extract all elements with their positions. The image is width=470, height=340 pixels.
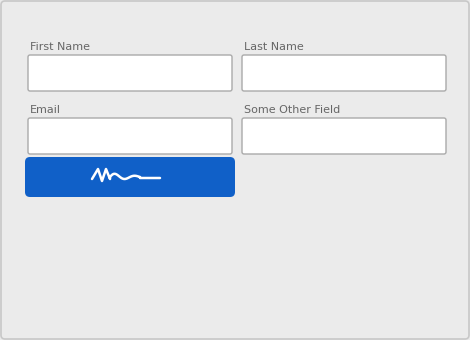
FancyBboxPatch shape — [28, 118, 232, 154]
FancyBboxPatch shape — [25, 157, 235, 197]
FancyBboxPatch shape — [242, 118, 446, 154]
Text: First Name: First Name — [30, 42, 90, 52]
Text: Some Other Field: Some Other Field — [244, 105, 340, 115]
Text: Email: Email — [30, 105, 61, 115]
Text: Last Name: Last Name — [244, 42, 304, 52]
FancyBboxPatch shape — [28, 55, 232, 91]
FancyBboxPatch shape — [242, 55, 446, 91]
